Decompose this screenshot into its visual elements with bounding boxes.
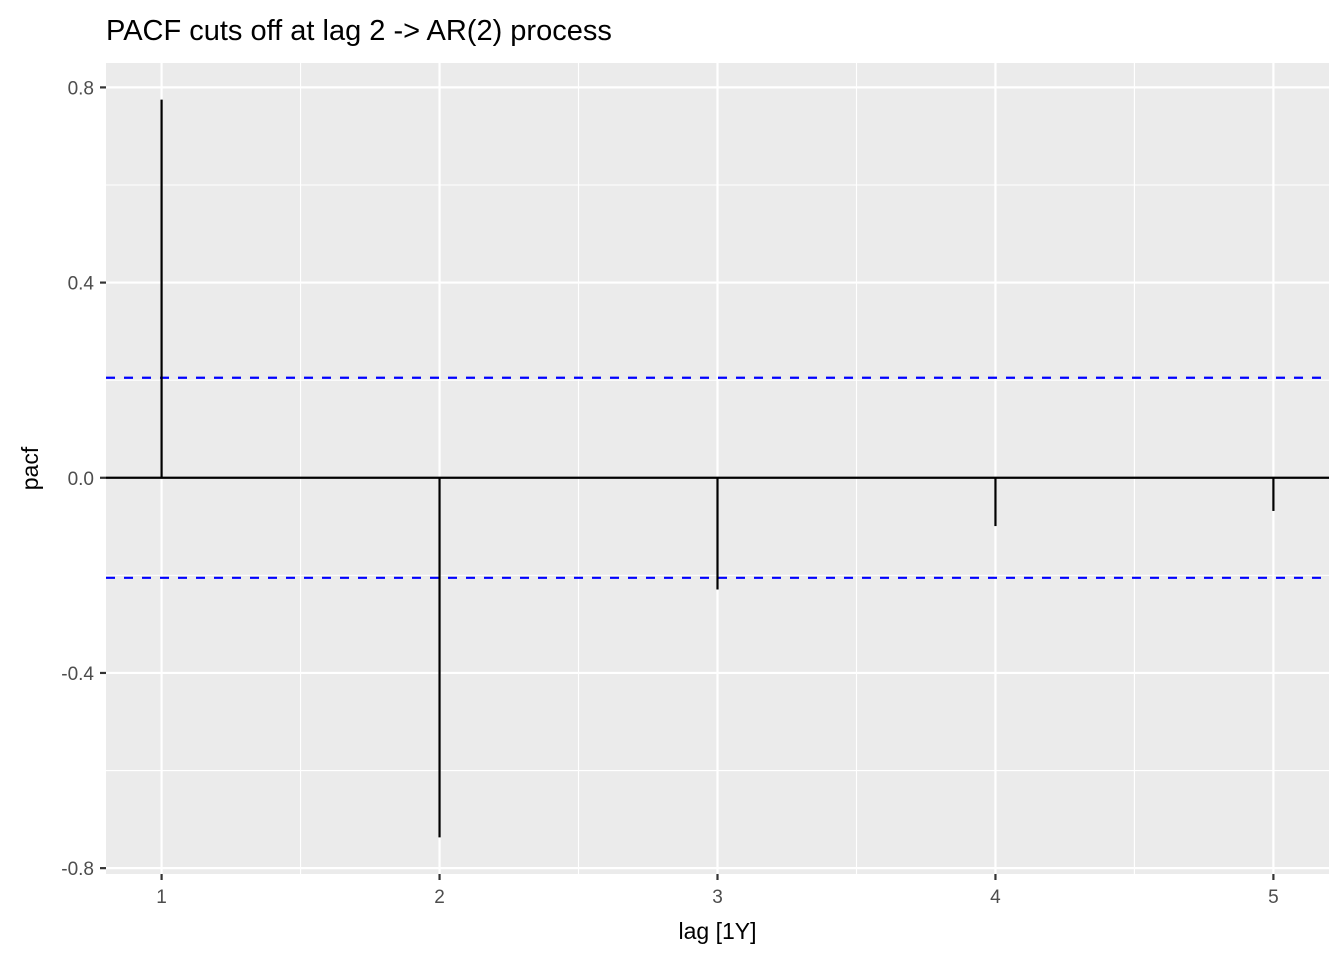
x-axis: 1 2 3 4 5 <box>156 874 1279 908</box>
y-tick-label: 0.8 <box>68 78 94 99</box>
y-tick-label: 0.4 <box>68 274 95 295</box>
confidence-bounds <box>106 376 1329 579</box>
x-axis-title: lag [1Y] <box>679 918 757 944</box>
y-tick-label: -0.4 <box>61 664 94 685</box>
x-tick-label: 5 <box>1268 887 1279 908</box>
x-tick-label: 4 <box>990 887 1001 908</box>
y-axis-title: pacf <box>17 446 43 490</box>
y-tick-label: 0.0 <box>68 469 94 490</box>
y-axis: 0.8 0.4 0.0 -0.4 -0.8 <box>61 78 106 880</box>
x-tick-label: 3 <box>712 887 723 908</box>
y-tick-label: -0.8 <box>61 859 94 880</box>
chart-title: PACF cuts off at lag 2 -> AR(2) process <box>106 15 612 47</box>
pacf-spikes <box>106 99 1329 838</box>
x-tick-label: 2 <box>434 887 445 908</box>
x-tick-label: 1 <box>156 887 167 908</box>
